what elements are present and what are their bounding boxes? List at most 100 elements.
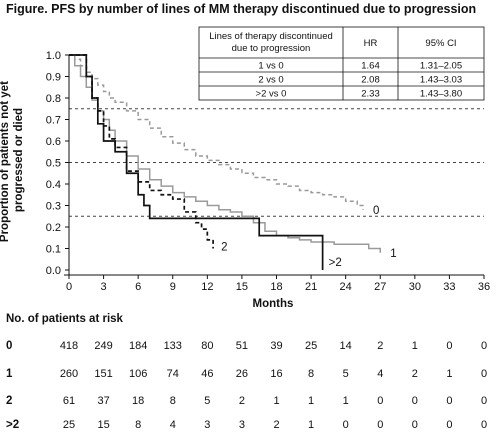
x-tick-label: 24 [340,281,352,293]
hr-table: Lines of therapy discontinued due to prog… [198,26,485,101]
hr-table-header-lines: Lines of therapy discontinued due to prog… [209,31,333,54]
risk-count: 151 [94,368,112,380]
risk-count: 2 [273,419,279,431]
hr-table-cell: 1.43–3.80 [420,89,462,100]
risk-count: 133 [164,340,182,352]
x-axis-title: Months [253,298,294,310]
km-curve-0 [69,54,364,210]
y-tick-label: 0.5 [46,158,61,170]
y-tick-label: 0.8 [46,93,61,105]
risk-count: 37 [97,395,109,407]
curve-label-0: 0 [373,205,379,217]
risk-count: 5 [343,368,349,380]
risk-count: 5 [204,395,210,407]
risk-count: 0 [343,419,349,431]
hr-table-header-ci: 95% CI [425,38,456,49]
risk-count: 80 [201,340,213,352]
curve-label-1: 1 [390,248,396,260]
risk-count: 3 [204,419,210,431]
risk-count: 249 [94,340,112,352]
risk-count: 61 [63,395,75,407]
y-tick-label: 1.0 [46,50,61,62]
hr-table-cell: 2.08 [361,75,380,86]
curve-labels: 0 1 2 >2 [221,205,397,269]
curve-label-2: 2 [221,242,227,254]
hr-header-line2: due to progression [232,43,311,54]
hr-header-line1: Lines of therapy discontinued [209,31,333,42]
risk-count: 260 [60,368,78,380]
risk-count: 0 [377,395,383,407]
risk-row-label: >2 [6,419,19,431]
risk-count: 1 [412,340,418,352]
y-tick-label: 0.1 [46,244,61,256]
risk-count: 0 [481,368,487,380]
x-tick-label: 9 [170,281,176,293]
y-tick-label: 0.4 [46,179,61,191]
risk-count: 15 [97,419,109,431]
risk-count: 2 [239,395,245,407]
risk-count: 418 [60,340,78,352]
risk-count: 8 [308,368,314,380]
risk-count: 1 [308,419,314,431]
hr-table-cell: 1.64 [361,61,380,72]
risk-count: 18 [132,395,144,407]
risk-count: 106 [129,368,147,380]
x-tick-label: 21 [305,281,317,293]
km-curve-gt2 [69,54,324,270]
risk-count: 8 [135,419,141,431]
risk-row-label: 1 [6,368,13,380]
risk-count: 51 [236,340,248,352]
hr-table-cell: 2 vs 0 [258,75,283,86]
risk-count: 25 [305,340,317,352]
risk-count: 16 [270,368,282,380]
x-tick-label: 15 [236,281,248,293]
y-axis-title-line2: progressed or died [13,108,25,212]
x-tick-label: 18 [270,281,282,293]
risk-count: 14 [340,340,352,352]
risk-count: 2 [377,340,383,352]
risk-count: 3 [239,419,245,431]
risk-count: 0 [377,419,383,431]
curve-label-gt2: >2 [329,257,342,269]
axes: 0.00.10.20.30.40.50.60.70.80.91.00 3 6 9 12 1… [46,50,490,293]
y-tick-label: 0.9 [46,72,61,84]
risk-count: 1 [446,368,452,380]
risk-count: 1 [343,395,349,407]
y-tick-label: 0.7 [46,115,61,127]
risk-count: 1 [308,395,314,407]
hr-table-cell: 2.33 [361,89,380,100]
risk-count: 74 [167,368,179,380]
risk-count: 8 [170,395,176,407]
risk-count: 4 [377,368,383,380]
hr-table-cell: 1.43–3.03 [420,75,462,86]
x-tick-label: 30 [409,281,421,293]
figure-title: Figure. PFS by number of lines of MM the… [6,2,476,16]
risk-count: 184 [129,340,147,352]
risk-count: 0 [446,395,452,407]
y-tick-label: 0.0 [46,265,61,277]
y-axis-title-line1: Proportion of patients not yet [0,81,11,242]
km-curves [69,54,381,270]
risk-count: 2 [412,368,418,380]
risk-count: 1 [273,395,279,407]
risk-row-label: 0 [6,340,12,352]
risk-table-title: No. of patients at risk [6,313,124,325]
x-tick-label: 36 [478,281,490,293]
risk-count: 0 [412,419,418,431]
risk-count: 0 [412,395,418,407]
y-tick-label: 0.3 [46,201,61,213]
risk-count: 46 [201,368,213,380]
risk-count: 0 [446,340,452,352]
y-axis-title: Proportion of patients not yet progresse… [0,78,25,242]
risk-count: 39 [270,340,282,352]
y-tick-label: 0.2 [46,222,61,234]
x-tick-label: 0 [66,281,72,293]
hr-table-cell: >2 vs 0 [256,89,287,100]
hr-table-header-hr: HR [364,38,378,49]
hr-table-cell: 1 vs 0 [258,61,283,72]
x-tick-label: 3 [101,281,107,293]
hr-table-border [198,26,485,101]
risk-row-label: 2 [6,395,12,407]
